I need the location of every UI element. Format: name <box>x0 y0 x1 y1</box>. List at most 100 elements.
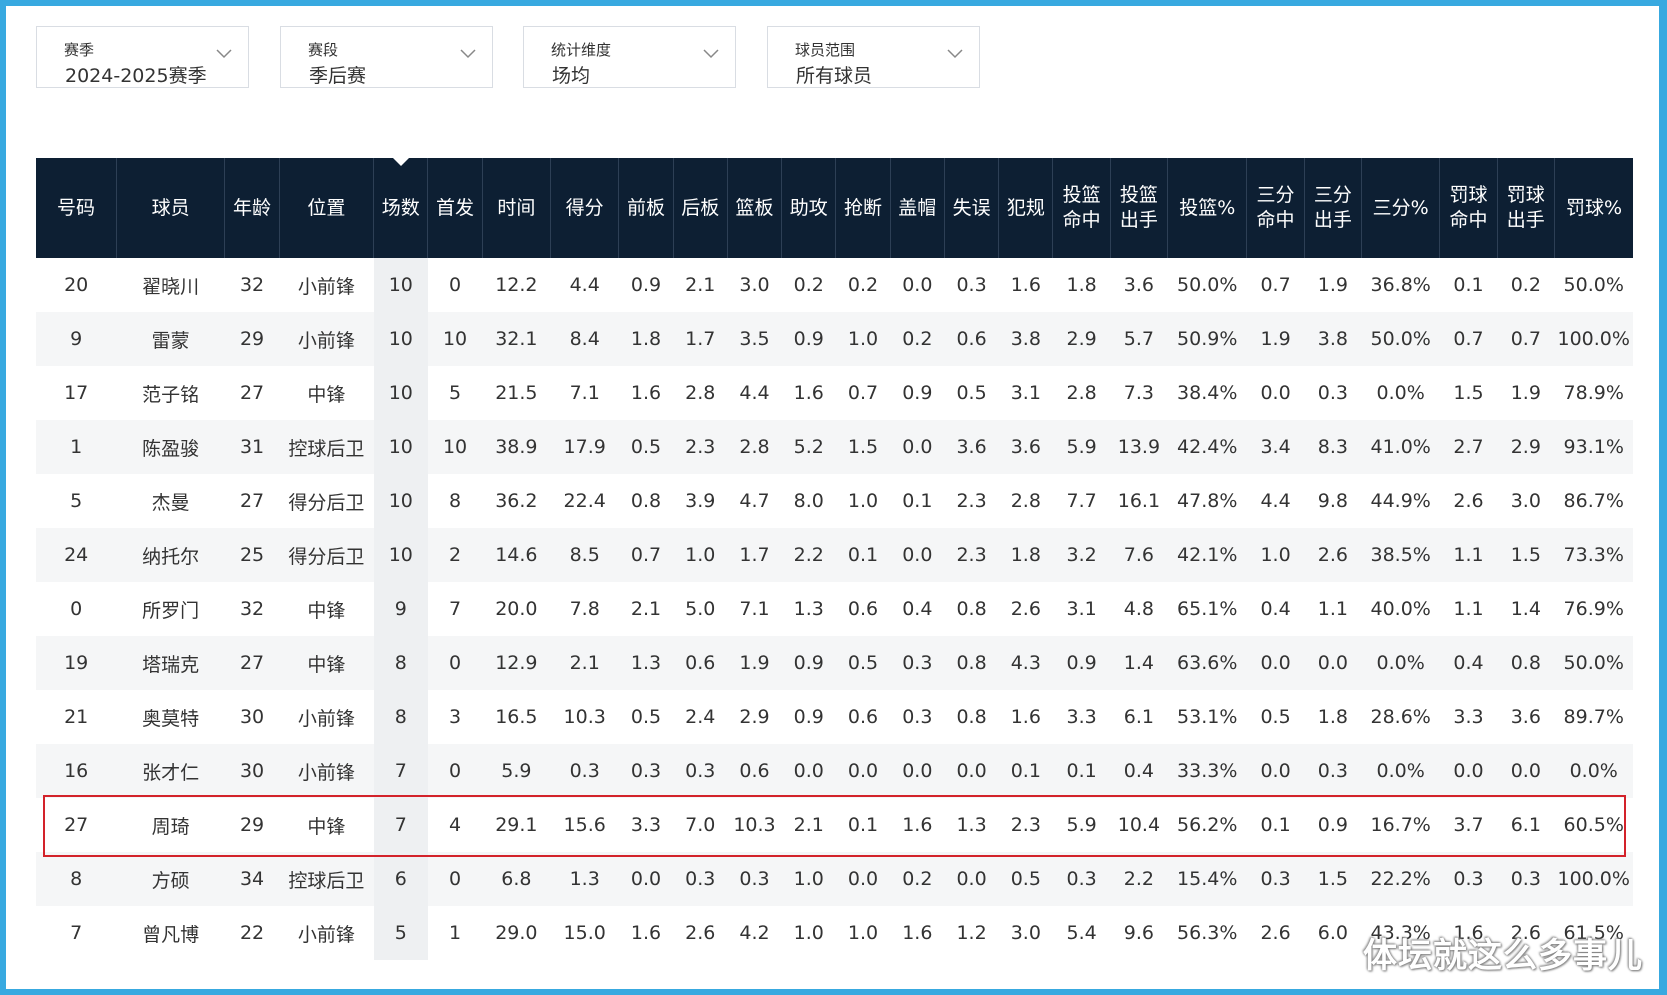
table-cell: 1.3 <box>618 636 674 690</box>
table-row[interactable]: 19 塔瑞克 27 中锋 8 0 12.9 2.1 1.3 0.6 1.9 0.9 0.5 0.3 0.8 4… <box>36 636 1633 690</box>
table-cell: 24 <box>36 528 117 582</box>
table-cell: 1.0 <box>781 852 836 906</box>
table-cell: 50.9% <box>1167 312 1247 366</box>
table-cell: 0.1 <box>835 528 891 582</box>
table-cell: 0.0 <box>890 528 945 582</box>
table-cell: 0.0 <box>944 852 999 906</box>
table-cell: 4.2 <box>739 922 770 944</box>
table-cell: 1.1 <box>1453 598 1484 620</box>
col-header[interactable]: 年龄 <box>224 158 280 258</box>
table-cell: 中锋 <box>307 815 346 838</box>
table-row[interactable]: 20 翟晓川 32 小前锋 10 0 12.2 4.4 0.9 2.1 3.0 0.2 0.2 0.0 0.… <box>36 258 1633 312</box>
table-cell: 雷蒙 <box>116 312 225 366</box>
table-cell: 2.3 <box>1010 814 1041 836</box>
col-header[interactable]: 三分 出手 <box>1304 158 1362 258</box>
table-cell: 0.3 <box>902 706 933 728</box>
table-cell: 6.1 <box>1510 814 1541 836</box>
table-cell: 2.3 <box>944 528 999 582</box>
table-cell: 10 <box>373 366 428 420</box>
player-scope-select[interactable]: 球员范围 所有球员 <box>767 26 980 88</box>
table-cell: 0.5 <box>956 382 987 404</box>
stat-dimension-select-value: 场均 <box>552 65 591 87</box>
table-cell: 0.8 <box>956 598 987 620</box>
table-cell: 3.6 <box>944 420 999 474</box>
table-cell: 8 <box>373 690 428 744</box>
table-row[interactable]: 9 雷蒙 29 小前锋 10 10 32.1 8.4 1.8 1.7 3.5 0.9 1.0 0.2 0.6… <box>36 312 1633 366</box>
table-cell: 小前锋 <box>279 744 374 798</box>
table-cell: 曾凡博 <box>142 923 200 946</box>
player-stats-table-wrap: 号码 球员 年龄 位置 场数 首发 时间 得分 前板 后板 篮板 助攻 抢断 盖… <box>36 157 1633 960</box>
table-cell: 2.6 <box>685 922 716 944</box>
table-row[interactable]: 0 所罗门 32 中锋 9 7 20.0 7.8 2.1 5.0 7.1 1.3 0.6 0.4 0.8 2.… <box>36 582 1633 636</box>
table-cell: 16.7% <box>1370 814 1431 836</box>
table-row[interactable]: 24 纳托尔 25 得分后卫 10 2 14.6 8.5 0.7 1.0 1.7 2.2 0.1 0.0 2… <box>36 528 1633 582</box>
table-row[interactable]: 1 陈盈骏 31 控球后卫 10 10 38.9 17.9 0.5 2.3 2.8 5.2 1.5 0.0… <box>36 420 1633 474</box>
table-cell: 7.1 <box>569 382 600 404</box>
table-cell: 0.6 <box>673 636 728 690</box>
col-header[interactable]: 犯规 <box>998 158 1054 258</box>
col-header[interactable]: 号码 <box>36 158 117 258</box>
col-header[interactable]: 位置 <box>279 158 375 258</box>
table-cell: 6.1 <box>1123 706 1154 728</box>
table-cell: 3.3 <box>1066 706 1097 728</box>
col-header[interactable]: 罚球% <box>1554 158 1633 258</box>
col-header[interactable]: 前板 <box>618 158 674 258</box>
col-header[interactable]: 时间 <box>482 158 552 258</box>
stage-select-label: 赛段 <box>308 41 339 59</box>
table-cell: 25 <box>224 528 280 582</box>
col-header[interactable]: 篮板 <box>727 158 783 258</box>
col-header[interactable]: 三分% <box>1361 158 1441 258</box>
col-header[interactable]: 抢断 <box>835 158 891 258</box>
stage-select[interactable]: 赛段 季后赛 <box>280 26 493 88</box>
table-row[interactable]: 5 杰曼 27 得分后卫 10 8 36.2 22.4 0.8 3.9 4.7 8.0 1.0 0.1 2.… <box>36 474 1633 528</box>
table-cell: 0 <box>70 598 83 620</box>
col-header[interactable]: 球员 <box>116 158 226 258</box>
table-cell: 0.0% <box>1361 636 1440 690</box>
table-cell: 控球后卫 <box>279 852 374 906</box>
col-header[interactable]: 盖帽 <box>890 158 945 258</box>
col-header[interactable]: 助攻 <box>781 158 837 258</box>
season-select-value: 2024-2025赛季 <box>65 65 207 87</box>
table-cell: 5.4 <box>1066 922 1097 944</box>
col-header[interactable]: 投篮 命中 <box>1052 158 1111 258</box>
table-row[interactable]: 27 周琦 29 中锋 7 4 29.1 15.6 3.3 7.0 10.3 2.1 0.1 1.6 1.3… <box>36 798 1633 852</box>
table-cell: 6.0 <box>1317 922 1348 944</box>
table-row[interactable]: 17 范子铭 27 中锋 10 5 21.5 7.1 1.6 2.8 4.4 1.6 0.7 0.9 0.5… <box>36 366 1633 420</box>
table-row[interactable]: 21 奥莫特 30 小前锋 8 3 16.5 10.3 0.5 2.4 2.9 0.9 0.6 0.3 0.… <box>36 690 1633 744</box>
table-cell: 89.7% <box>1563 706 1624 728</box>
col-header[interactable]: 罚球 命中 <box>1439 158 1498 258</box>
table-cell: 7 <box>373 798 428 852</box>
col-header[interactable]: 首发 <box>427 158 483 258</box>
table-cell: 0.7 <box>618 528 674 582</box>
col-header[interactable]: 后板 <box>673 158 728 258</box>
col-header-sorted[interactable]: 场数 <box>373 157 429 258</box>
table-row[interactable]: 7 曾凡博 22 小前锋 5 1 29.0 15.0 1.6 2.6 4.2 1.0 1.0 1.6 1.2… <box>36 906 1633 960</box>
col-header[interactable]: 投篮 出手 <box>1110 158 1169 258</box>
table-cell: 29 <box>224 312 280 366</box>
table-cell: 21 <box>64 706 89 728</box>
table-cell: 14.6 <box>482 528 551 582</box>
table-cell: 3 <box>449 706 462 728</box>
table-row[interactable]: 16 张才仁 30 小前锋 7 0 5.9 0.3 0.3 0.3 0.6 0.0 0.0 0.0 0.0 0… <box>36 744 1633 798</box>
col-header[interactable]: 得分 <box>550 158 620 258</box>
table-cell: 1.0 <box>847 922 879 944</box>
table-cell: 奥莫特 <box>142 707 200 730</box>
table-cell: 2.9 <box>1497 420 1555 474</box>
table-cell: 32 <box>239 274 265 296</box>
table-cell: 0.9 <box>793 706 824 728</box>
table-row[interactable]: 8 方硕 34 控球后卫 6 0 6.8 1.3 0.0 0.3 0.3 1.0 0.0 0.2 0.0 0.… <box>36 852 1633 906</box>
col-header[interactable]: 投篮% <box>1167 158 1248 258</box>
table-cell: 3.3 <box>1453 706 1484 728</box>
table-cell: 0.9 <box>630 274 662 296</box>
col-header[interactable]: 罚球 出手 <box>1497 158 1555 258</box>
table-cell: 10.3 <box>563 706 606 728</box>
col-header[interactable]: 失误 <box>944 158 1000 258</box>
table-cell: 1.2 <box>956 922 987 944</box>
table-cell: 7.8 <box>569 598 600 620</box>
table-cell: 3.8 <box>1304 312 1362 366</box>
season-select[interactable]: 赛季 2024-2025赛季 <box>36 26 249 88</box>
col-header[interactable]: 三分 命中 <box>1246 158 1305 258</box>
table-cell: 0.3 <box>727 852 782 906</box>
table-cell: 0.3 <box>1439 852 1498 906</box>
stat-dimension-select[interactable]: 统计维度 场均 <box>523 26 736 88</box>
